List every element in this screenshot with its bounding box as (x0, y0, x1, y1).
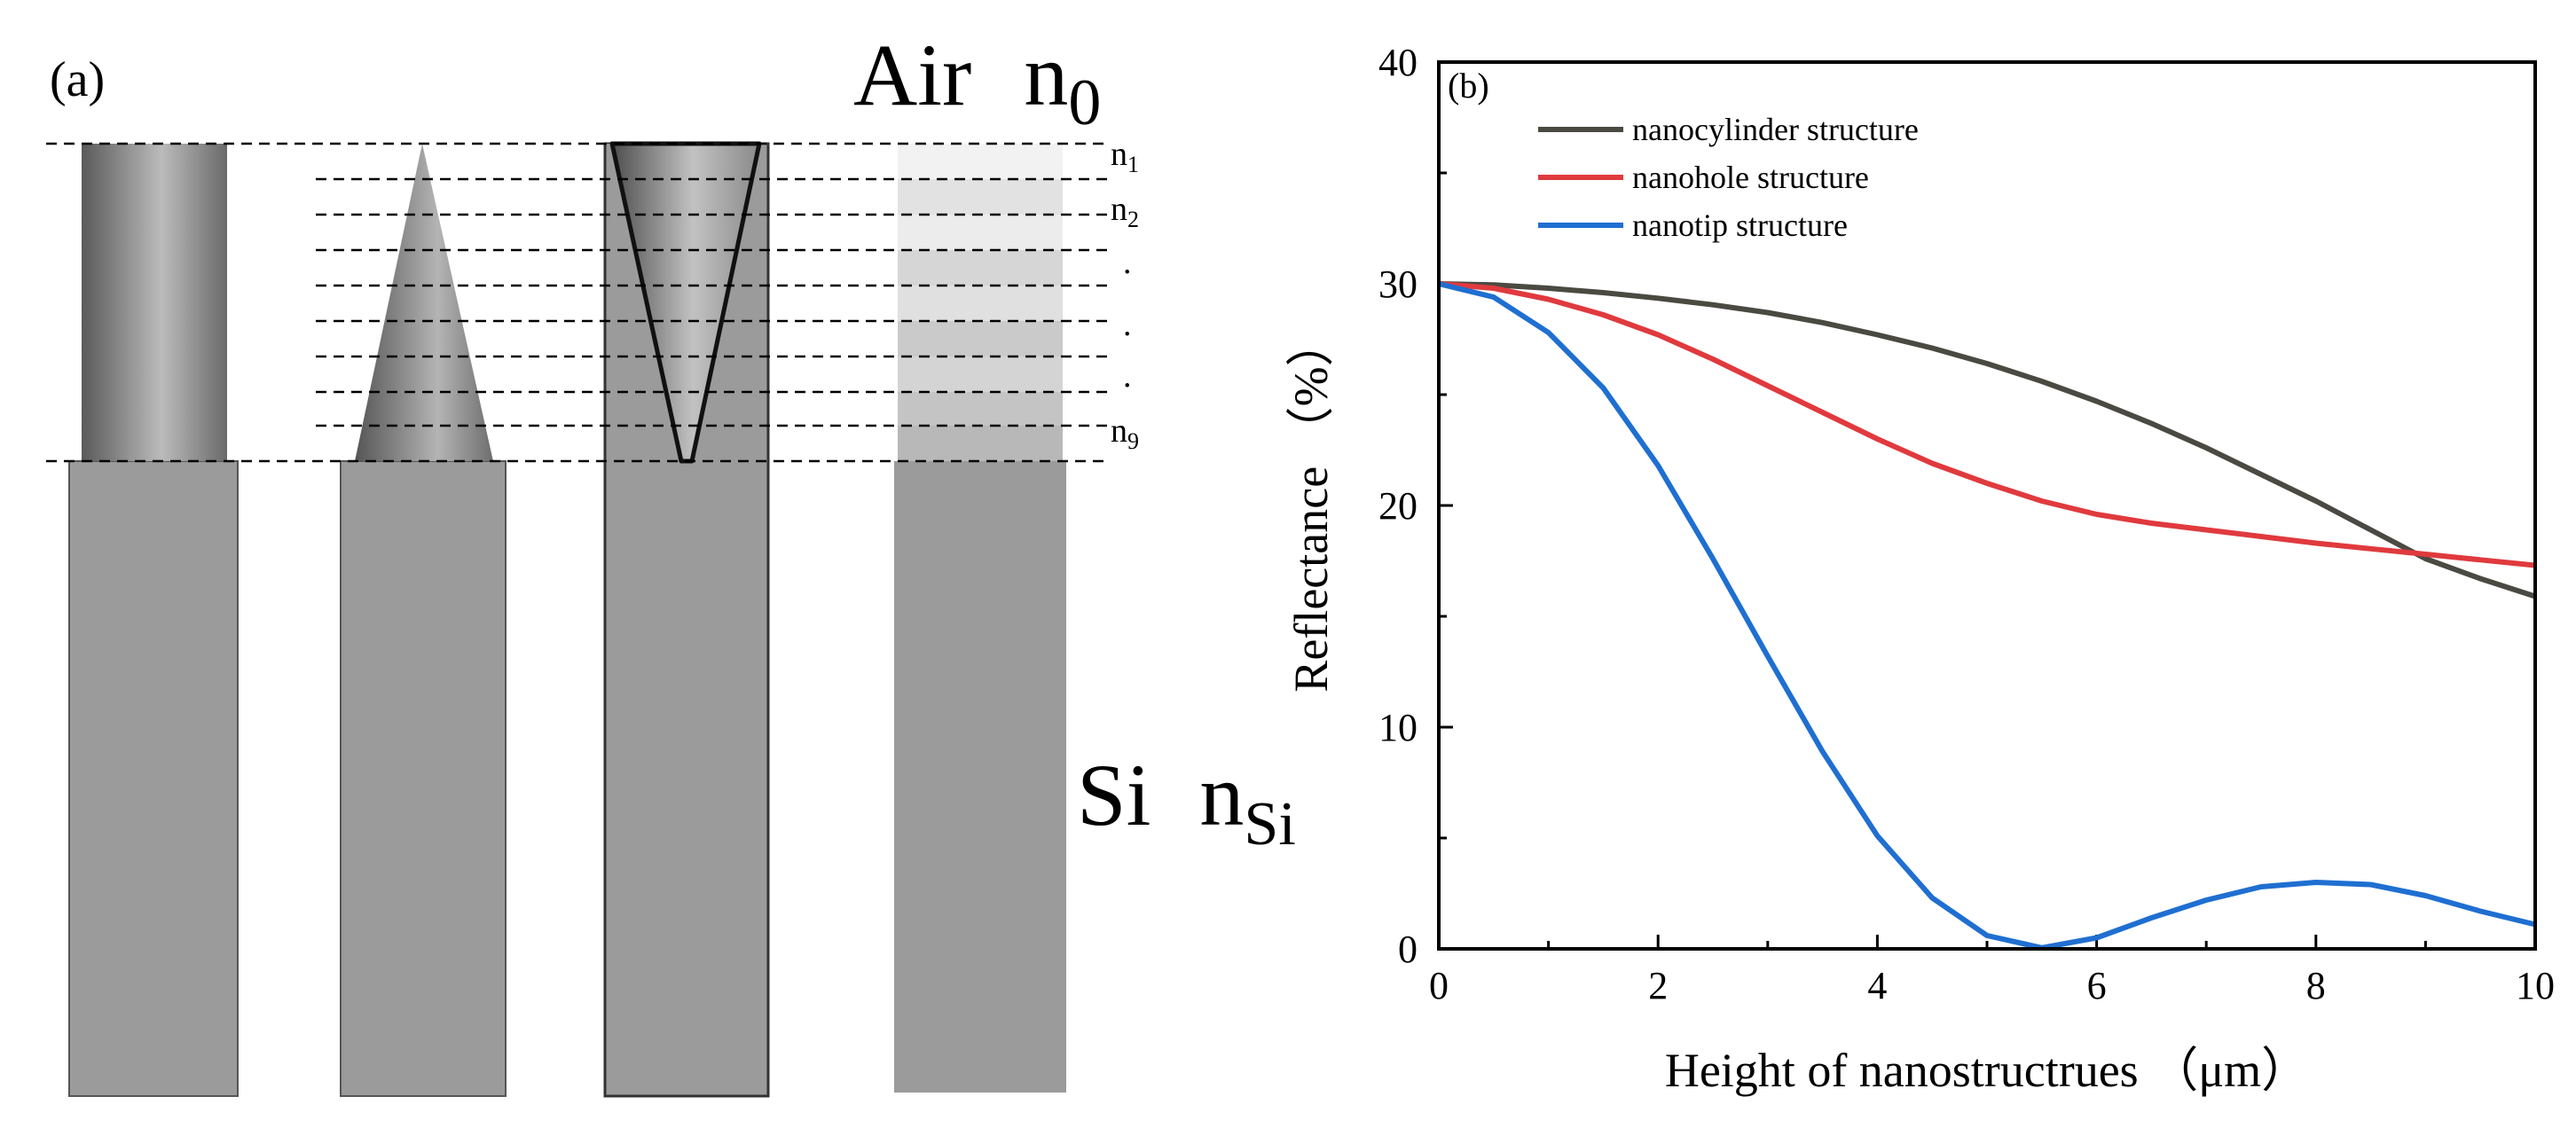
graded-layer-8 (898, 392, 1063, 426)
si-label: Si nSi (1077, 746, 1296, 858)
graded-layer-1 (898, 144, 1063, 179)
graded-layer-6 (898, 321, 1063, 356)
nanotip-schematic (340, 144, 507, 1097)
layer-label-dot: . (1123, 306, 1132, 343)
layer-label-dot: . (1123, 357, 1132, 395)
plot-frame (1437, 60, 2537, 951)
y-axis-title: Reflectance （%） (1284, 318, 1338, 692)
panel-a-schematic: (a) Air n0 (46, 26, 1296, 1098)
y-tick-label: 40 (1378, 41, 1418, 84)
x-tick-label: 8 (2306, 964, 2326, 1007)
series-line-1 (1438, 281, 2536, 568)
layer-label-n9: n9 (1111, 412, 1139, 454)
air-label: Air n0 (853, 26, 1101, 139)
x-tick-label: 6 (2087, 964, 2107, 1007)
chart-series-lines (1438, 281, 2536, 951)
nanotip-substrate (340, 460, 507, 1097)
nanocylinder-schematic (68, 144, 239, 1097)
layer-label-dot: . (1123, 244, 1132, 281)
legend-label-1: nanohole structure (1632, 160, 1869, 195)
layer-label-n2: n2 (1111, 191, 1139, 232)
graded-layer-2 (898, 179, 1063, 215)
chart-legend: nanocylinder structure nanohole structure… (1538, 112, 1919, 243)
y-tick-label: 30 (1378, 262, 1418, 306)
x-tick-label: 2 (1648, 964, 1668, 1007)
panel-a-label: (a) (50, 52, 105, 107)
si-n-sub: Si (1244, 790, 1295, 858)
layer-dashed-lines (46, 142, 1107, 463)
graded-layer-7 (898, 356, 1063, 392)
air-n: n (1024, 26, 1068, 124)
x-axis-title: Height of nanostructrues （μm） (1665, 1044, 2309, 1097)
graded-layer-schematic (894, 144, 1066, 1093)
nanocylinder-shape (82, 144, 227, 461)
y-tick-label: 0 (1398, 928, 1418, 971)
series-line-0 (1438, 281, 2536, 599)
graded-layer-4 (898, 250, 1063, 286)
layer-label-n1: n1 (1111, 136, 1139, 177)
chart-axes: 0 2 4 6 8 10 0 10 20 30 40 (1378, 41, 2555, 1007)
x-tick-label: 0 (1429, 964, 1449, 1007)
series-line-2 (1438, 281, 2536, 951)
graded-layer-5 (898, 286, 1063, 321)
layer-labels: n1 n2 . . . n9 (1111, 136, 1139, 454)
panel-b-label: (b) (1448, 66, 1489, 106)
si-n: n (1199, 746, 1244, 844)
x-tick-label: 10 (2516, 964, 2555, 1007)
nanotip-cone (355, 144, 493, 461)
air-text: Air (853, 26, 971, 124)
legend-label-2: nanotip structure (1632, 208, 1848, 243)
graded-layer-9 (898, 426, 1063, 461)
graded-layer-3 (898, 215, 1063, 250)
si-text: Si (1077, 746, 1151, 844)
y-tick-label: 10 (1378, 706, 1418, 749)
nanocylinder-substrate (68, 460, 239, 1097)
air-n-sub: 0 (1068, 67, 1101, 139)
y-tick-label: 20 (1378, 484, 1418, 528)
x-tick-label: 4 (1867, 964, 1887, 1007)
legend-label-0: nanocylinder structure (1632, 112, 1919, 147)
graded-substrate (894, 461, 1066, 1093)
